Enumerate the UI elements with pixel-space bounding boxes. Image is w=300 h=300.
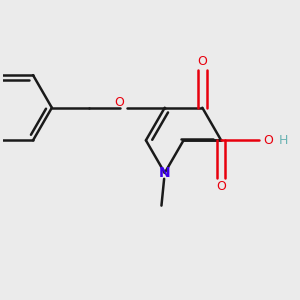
Text: O: O — [216, 180, 226, 193]
Text: O: O — [264, 134, 274, 147]
Text: O: O — [114, 96, 124, 109]
Text: N: N — [159, 166, 170, 180]
Text: O: O — [197, 56, 207, 68]
Text: H: H — [279, 134, 288, 147]
